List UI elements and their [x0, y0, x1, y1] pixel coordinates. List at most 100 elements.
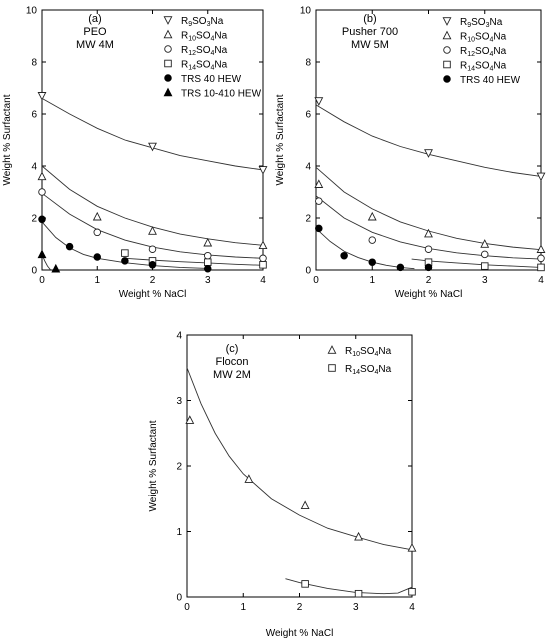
panel-annotation: Pusher 700 [342, 26, 398, 38]
legend-marker [163, 16, 173, 25]
y-tick-label: 0 [31, 266, 37, 277]
data-point [51, 263, 61, 273]
y-tick-label: 4 [305, 162, 311, 173]
data-point [354, 589, 363, 598]
y-tick-label: 10 [26, 6, 38, 17]
chart-panel-2: 0 1 2 3 4 0 1 2 3 4 Weight % NaCl Weight % Surfacta… [148, 331, 417, 639]
legend-label: R9SO3Na [181, 16, 224, 28]
chart-panel-0: 0 1 2 3 4 0 2 4 6 8 10 Weight % NaCl Weight % Surfac… [2, 6, 268, 300]
fit-curve-0 [41, 98, 264, 171]
data-point [300, 500, 310, 510]
data-point [37, 92, 47, 101]
data-point [424, 149, 433, 158]
y-tick-label: 6 [31, 110, 37, 121]
data-point [314, 179, 324, 188]
x-axis-title: Weight % NaCl [395, 289, 463, 300]
legend-marker [164, 59, 172, 68]
data-point [481, 250, 489, 259]
legend-label: R12SO4Na [460, 46, 507, 58]
data-point [368, 258, 377, 266]
legend-marker [328, 364, 336, 372]
panel-label: (a) [88, 13, 101, 25]
y-axis-title: Weight % Surfactant [275, 94, 286, 185]
x-tick-label: 2 [297, 602, 303, 613]
y-tick-label: 2 [305, 214, 311, 225]
panel-annotation: MW 5M [351, 39, 389, 51]
y-tick-label: 0 [305, 266, 311, 277]
y-tick-label: 6 [305, 110, 311, 121]
data-point [480, 239, 490, 248]
data-point [424, 263, 433, 272]
legend-label: R9SO3Na [460, 17, 503, 29]
data-point [65, 242, 74, 251]
data-point [537, 254, 545, 263]
legend-marker [163, 29, 173, 39]
data-point [354, 531, 363, 541]
chart-panel-1: 0 1 2 3 4 0 2 4 6 8 10 Weight % NaCl Weight % Surfac… [275, 6, 546, 300]
legend-marker [443, 46, 451, 54]
data-point [92, 211, 102, 221]
y-tick-label: 1 [176, 527, 182, 538]
data-point [368, 236, 377, 244]
data-point [536, 244, 546, 253]
x-tick-label: 4 [409, 602, 415, 613]
data-point [259, 261, 267, 269]
legend: R9SO3Na R10SO4Na R12SO4Na R14SO4Na TRS 40 HE… [163, 16, 262, 100]
data-point [121, 249, 129, 257]
y-tick-label: 2 [176, 462, 182, 473]
data-point [121, 257, 129, 265]
y-axis-title: Weight % Surfactant [148, 420, 159, 511]
legend-marker [163, 87, 173, 97]
data-point [424, 245, 433, 253]
data-point [396, 263, 405, 272]
legend-label: R10SO4Na [460, 32, 507, 44]
panel-annotation: MW 2M [213, 369, 251, 381]
x-tick-label: 1 [369, 275, 375, 286]
panel-label: (c) [226, 343, 239, 355]
data-point [37, 249, 47, 259]
data-point [148, 245, 157, 253]
panel-label: (b) [363, 13, 376, 25]
legend-label: R14SO4Na [345, 364, 392, 376]
data-point [537, 263, 545, 272]
y-axis-title: Weight % Surfactant [2, 94, 13, 185]
legend-label: TRS 40 HEW [181, 74, 242, 85]
panel-annotation: Flocon [215, 356, 248, 368]
data-point [301, 580, 309, 588]
data-point [481, 262, 489, 270]
legend-label: TRS 40 HEW [460, 75, 521, 86]
y-tick-label: 8 [305, 58, 311, 69]
data-point [203, 258, 212, 266]
y-tick-label: 10 [300, 6, 312, 17]
x-tick-label: 4 [260, 275, 266, 286]
y-tick-label: 4 [31, 162, 37, 173]
legend-marker [443, 75, 451, 83]
data-point [314, 97, 324, 106]
legend: R9SO3Na R10SO4Na R12SO4Na R14SO4Na TRS 40 HE… [442, 17, 521, 86]
data-point [185, 415, 195, 424]
panel-annotation: MW 4M [76, 39, 114, 51]
legend-marker [164, 45, 172, 53]
data-point [536, 172, 546, 182]
data-point [38, 215, 46, 224]
data-point [148, 142, 157, 152]
legend-marker [164, 74, 172, 82]
y-tick-label: 3 [176, 396, 182, 407]
data-point [424, 228, 433, 238]
data-point [148, 261, 157, 269]
y-tick-label: 0 [176, 593, 182, 604]
fit-curve-1 [315, 166, 542, 251]
legend-label: R12SO4Na [181, 45, 228, 57]
panel-annotation: PEO [83, 26, 107, 38]
data-point [148, 226, 157, 235]
data-point [258, 166, 268, 175]
data-point [37, 171, 47, 181]
data-point [408, 588, 416, 596]
x-axis-title: Weight % NaCl [119, 289, 187, 300]
data-point [93, 253, 101, 261]
data-point [203, 264, 212, 273]
data-point [367, 211, 377, 221]
data-point [244, 474, 254, 483]
y-tick-label: 4 [176, 331, 182, 342]
